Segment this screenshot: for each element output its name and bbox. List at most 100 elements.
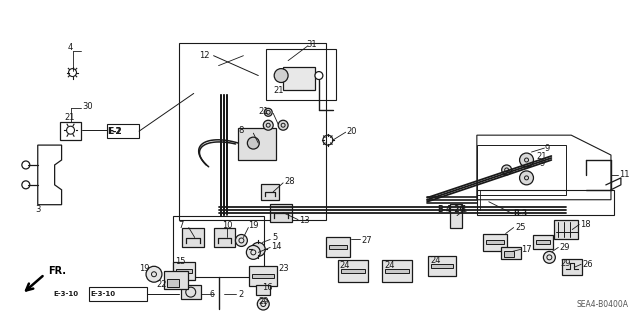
Text: 22: 22 (156, 280, 166, 289)
Bar (428, 256, 456, 276)
Circle shape (543, 251, 556, 263)
Circle shape (248, 137, 259, 149)
Text: 5: 5 (272, 233, 278, 242)
Text: 28: 28 (284, 177, 295, 186)
Bar (261, 184, 279, 200)
Bar (340, 269, 365, 273)
Bar (266, 49, 336, 100)
Bar (173, 262, 195, 280)
Bar (385, 269, 410, 273)
Text: 19: 19 (248, 221, 259, 230)
Circle shape (22, 181, 30, 189)
Text: 29: 29 (560, 259, 571, 268)
Circle shape (502, 165, 511, 175)
Text: 25: 25 (516, 223, 526, 232)
Text: 1: 1 (461, 205, 466, 214)
Text: 3: 3 (36, 205, 41, 214)
Text: 8: 8 (239, 126, 244, 135)
Text: 6: 6 (210, 290, 214, 299)
Text: 21: 21 (259, 107, 269, 116)
Text: 24: 24 (340, 261, 350, 270)
Text: B-4-20: B-4-20 (437, 205, 465, 214)
Circle shape (236, 234, 248, 246)
Text: 9: 9 (540, 160, 545, 168)
Text: B-3: B-3 (514, 209, 528, 218)
Text: 27: 27 (362, 236, 372, 245)
Text: 23: 23 (278, 264, 289, 273)
Circle shape (263, 120, 273, 130)
Bar (176, 269, 192, 273)
Bar (283, 67, 315, 91)
Text: 26: 26 (582, 260, 593, 269)
Bar (250, 266, 277, 286)
Bar (486, 241, 504, 244)
Bar (214, 227, 236, 248)
Circle shape (520, 153, 534, 167)
Text: 10: 10 (223, 221, 233, 230)
Bar (450, 204, 462, 227)
Text: 29: 29 (259, 297, 269, 306)
Text: 16: 16 (262, 283, 273, 292)
Bar (500, 248, 520, 259)
Text: 18: 18 (580, 220, 591, 229)
Bar (329, 245, 347, 249)
Bar (90, 287, 147, 301)
Circle shape (22, 161, 30, 169)
Circle shape (274, 69, 288, 83)
Circle shape (315, 71, 323, 79)
Text: 2: 2 (239, 290, 244, 299)
Circle shape (246, 245, 260, 259)
Text: FR.: FR. (48, 266, 66, 276)
Text: 29: 29 (559, 243, 570, 252)
Text: 15: 15 (175, 257, 186, 266)
Text: E-3-10: E-3-10 (90, 291, 116, 297)
Text: 11: 11 (619, 170, 629, 179)
Bar (477, 145, 566, 195)
Bar (431, 264, 453, 268)
Bar (173, 216, 264, 277)
Text: SEA4-B0400A: SEA4-B0400A (576, 300, 628, 309)
Text: E-2: E-2 (108, 127, 121, 136)
Text: 21: 21 (65, 113, 75, 122)
Text: 13: 13 (299, 216, 310, 225)
Bar (108, 124, 139, 138)
Bar (554, 219, 578, 240)
Text: 19: 19 (139, 264, 150, 273)
Text: 17: 17 (522, 245, 532, 254)
Circle shape (520, 171, 534, 185)
Bar (483, 234, 507, 251)
Text: 4: 4 (68, 43, 73, 52)
Bar (326, 237, 349, 257)
Text: 24: 24 (385, 261, 395, 270)
Text: 7: 7 (178, 221, 183, 230)
Text: 31: 31 (306, 40, 317, 49)
Bar (270, 204, 292, 222)
Circle shape (257, 298, 269, 310)
Bar (504, 251, 514, 257)
Bar (182, 227, 204, 248)
Bar (256, 285, 270, 295)
Text: 24: 24 (430, 256, 441, 265)
Text: 12: 12 (198, 51, 209, 60)
Circle shape (278, 120, 288, 130)
Bar (181, 285, 201, 299)
Circle shape (146, 266, 162, 282)
Text: 20: 20 (347, 127, 357, 136)
Bar (179, 43, 326, 219)
Bar (60, 122, 81, 140)
Text: 21: 21 (536, 152, 547, 160)
Text: E-2: E-2 (108, 127, 122, 136)
Bar (383, 260, 412, 282)
Bar (239, 128, 276, 160)
Bar (536, 241, 550, 244)
Text: 30: 30 (83, 102, 93, 111)
Bar (338, 260, 367, 282)
Bar (563, 259, 582, 275)
Text: 14: 14 (271, 242, 282, 251)
Text: 21: 21 (273, 86, 284, 95)
Bar (167, 279, 179, 287)
Text: 9: 9 (545, 144, 550, 152)
Bar (477, 190, 614, 215)
Bar (252, 274, 274, 278)
Circle shape (264, 108, 272, 116)
